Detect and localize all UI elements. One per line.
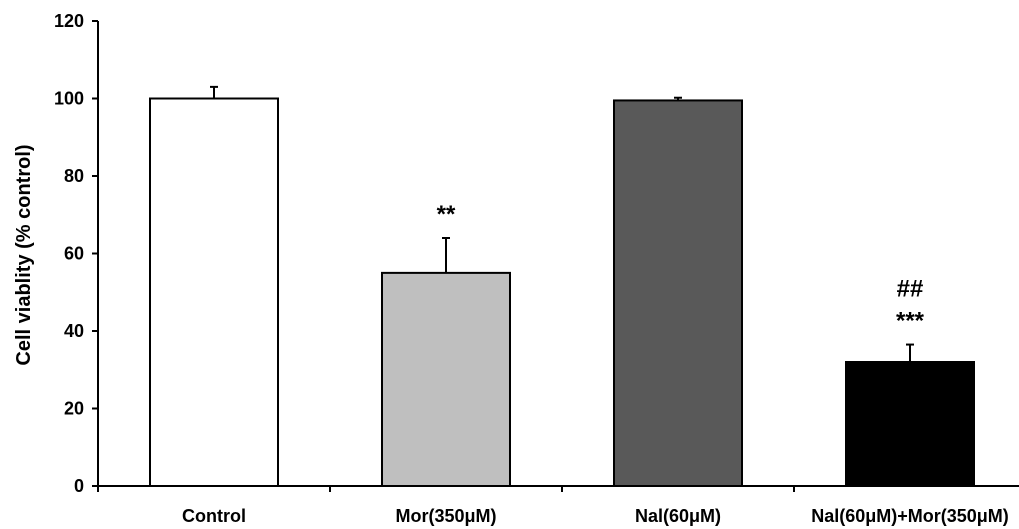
bar-0 [149, 97, 279, 487]
significance-annotations: ** ## *** [437, 201, 925, 335]
y-axis: 0 20 40 60 80 100 120 [54, 11, 99, 496]
x-tick-label: Mor(350μM) [395, 506, 496, 526]
bars [149, 97, 975, 487]
significance-label: *** [896, 308, 925, 335]
y-tick-label: 20 [64, 399, 84, 419]
y-tick-label: 0 [74, 476, 84, 496]
significance-label: ## [897, 276, 924, 303]
significance-label: ** [437, 201, 456, 228]
x-tick-label: Nal(60μM)+Mor(350μM) [811, 506, 1009, 526]
x-tick-label: Control [182, 506, 246, 526]
bar-1 [381, 271, 511, 487]
y-tick-label: 120 [54, 11, 84, 31]
x-tick-labels: Control Mor(350μM) Nal(60μM) Nal(60μM)+Mor(… [182, 506, 1009, 526]
y-tick-label: 100 [54, 89, 84, 109]
x-tick-label: Nal(60μM) [635, 506, 721, 526]
y-tick-label: 40 [64, 321, 84, 341]
y-tick-label: 80 [64, 166, 84, 186]
bar-2 [613, 99, 743, 487]
y-tick-label: 60 [64, 244, 84, 264]
error-bars [210, 85, 914, 362]
bar-3 [845, 361, 975, 487]
y-axis-title: Cell viablity (% control) [13, 144, 35, 365]
